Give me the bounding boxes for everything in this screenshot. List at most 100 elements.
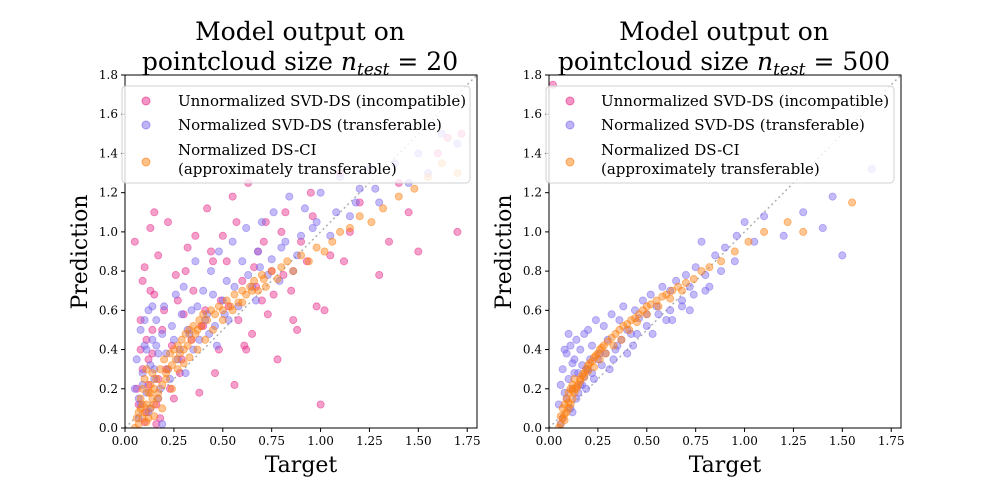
scatter-point (136, 394, 145, 403)
scatter-point (588, 357, 597, 366)
scatter-point (717, 257, 726, 266)
scatter-point (193, 302, 202, 311)
scatter-point (136, 316, 145, 325)
scatter-point (394, 192, 403, 201)
scatter-point (169, 335, 178, 344)
scatter-point (287, 286, 296, 295)
scatter-point (132, 355, 141, 364)
scatter-point (783, 218, 792, 227)
scatter-point (289, 316, 298, 325)
scatter-point (144, 414, 153, 423)
scatter-point (136, 345, 145, 354)
scatter-point (316, 188, 325, 197)
scatter-point (345, 223, 354, 232)
scatter-point (705, 282, 714, 291)
scatter-point (167, 361, 176, 370)
scatter-point (277, 263, 286, 272)
scatter-point (672, 276, 681, 285)
scatter-point (564, 388, 573, 397)
scatter-point (148, 335, 157, 344)
scatter-point (580, 372, 589, 381)
scatter-point (144, 380, 153, 389)
scatter-point (134, 408, 143, 417)
scatter-point (646, 290, 655, 299)
scatter-point (156, 384, 165, 393)
scatter-point (158, 329, 167, 338)
scatter-point (208, 257, 217, 266)
x-axis-label: Target (265, 453, 338, 478)
scatter-point (584, 325, 593, 334)
x-tick-label: 0.25 (161, 434, 188, 448)
scatter-point (173, 355, 182, 364)
scatter-point (238, 298, 247, 307)
scatter-point (740, 218, 749, 227)
scatter-point (312, 243, 321, 252)
scatter-point (642, 310, 651, 319)
scatter-point (154, 251, 163, 260)
scatter-point (308, 212, 317, 221)
scatter-point (130, 237, 139, 246)
scatter-point (148, 394, 157, 403)
scatter-point (345, 212, 354, 221)
scatter-point (625, 325, 634, 334)
scatter-point (199, 321, 208, 330)
scatter-point (732, 231, 741, 240)
legend-box (545, 85, 895, 184)
scatter-point (414, 247, 423, 256)
x-tick-label: 1.00 (731, 434, 758, 448)
scatter-point (629, 341, 638, 350)
scatter-point (611, 345, 620, 354)
scatter-point (308, 223, 317, 232)
scatter-point (203, 204, 212, 213)
scatter-point (332, 208, 341, 217)
scatter-point (163, 218, 172, 227)
chart-title-line1: Model output on (619, 17, 829, 46)
chart-title-prefix: pointcloud size (558, 47, 757, 76)
scatter-point (140, 263, 149, 272)
scatter-point (230, 282, 239, 291)
scatter-point (130, 384, 139, 393)
scatter-point (666, 294, 675, 303)
scatter-point (160, 355, 169, 364)
y-tick-label: 0.8 (99, 264, 118, 278)
scatter-point (171, 355, 180, 364)
scatter-point (224, 316, 233, 325)
scatter-point (195, 335, 204, 344)
scatter-point (169, 394, 178, 403)
scatter-point (633, 318, 642, 327)
scatter-point (302, 257, 311, 266)
scatter-point (142, 345, 151, 354)
scatter-point (142, 365, 151, 374)
scatter-point (250, 263, 259, 272)
scatter-point (316, 400, 325, 409)
scatter-point (576, 374, 585, 383)
scatter-point (138, 400, 147, 409)
scatter-point (410, 184, 419, 193)
scatter-point (154, 349, 163, 358)
scatter-point (183, 325, 192, 334)
scatter-point (152, 341, 161, 350)
chart-title-n: n (341, 47, 357, 76)
scatter-point (591, 316, 600, 325)
scatter-point (306, 188, 315, 197)
scatter-point (173, 296, 182, 305)
scatter-point (242, 223, 251, 232)
scatter-point (631, 306, 640, 315)
scatter-point (593, 355, 602, 364)
y-tick-label: 1.0 (523, 225, 542, 239)
scatter-point (187, 306, 196, 315)
chart-panel-left: Model output on pointcloud size ntest = … (68, 17, 481, 478)
legend-right: Unnormalized SVD-DS (incompatible) Norma… (545, 85, 895, 184)
scatter-point (246, 282, 255, 291)
x-tick-label: 1.50 (405, 434, 432, 448)
scatter-point (658, 282, 667, 291)
series-dsci (130, 159, 462, 428)
scatter-point (556, 412, 565, 421)
scatter-point (218, 306, 227, 315)
scatter-point (242, 345, 251, 354)
scatter-point (339, 257, 348, 266)
scatter-point (633, 329, 642, 338)
scatter-point (711, 251, 720, 260)
scatter-point (195, 316, 204, 325)
y-tick-label: 1.2 (99, 186, 118, 200)
